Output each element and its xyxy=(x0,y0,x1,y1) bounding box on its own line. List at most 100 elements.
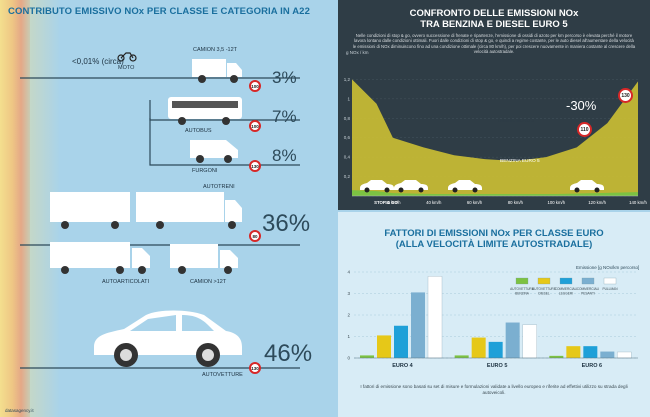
bar xyxy=(411,292,425,358)
car-icon xyxy=(394,180,428,193)
percent-value: 3% xyxy=(272,68,297,87)
category-label: EURO 5 xyxy=(487,363,507,369)
light-truck-icon xyxy=(192,59,242,83)
euro-class-panel: FATTORI DI EMISSIONI NOx PER CLASSE EURO… xyxy=(338,212,650,417)
x-tick-label: 120 km/h xyxy=(588,200,606,205)
x-tick-label: 40 km/h xyxy=(426,200,442,205)
category-label: EURO 6 xyxy=(582,363,602,369)
bus-icon xyxy=(168,97,242,125)
series-area xyxy=(352,190,638,196)
x-tick-label: 20 km/h xyxy=(385,200,401,205)
petrol-diesel-comparison-panel: CONFRONTO DELLE EMISSIONI NOx TRA BENZIN… xyxy=(338,0,650,210)
car-icon xyxy=(94,310,242,367)
heavy-truck-icon xyxy=(170,244,238,274)
bar xyxy=(566,346,581,358)
bar xyxy=(471,337,486,358)
credit-text: datasagency.it xyxy=(5,408,34,413)
percent-value: 7% xyxy=(272,107,297,126)
comparison-description: Nelle condizioni di stop & go, ovvero su… xyxy=(352,33,636,55)
x-tick-label: 80 km/h xyxy=(508,200,524,205)
y-axis-label: g NOx / km xyxy=(346,50,369,55)
panel-title: CONTRIBUTO EMISSIVO NOx PER CLASSE E CAT… xyxy=(8,6,310,17)
legend-swatch xyxy=(515,277,529,285)
legend-label: LEGGERI xyxy=(559,292,573,296)
reduction-label: -30% xyxy=(566,98,597,113)
van-icon xyxy=(190,140,238,163)
legend-label: BENZINA xyxy=(515,292,530,296)
x-tick-label: 140 km/h xyxy=(629,200,647,205)
car-wheel xyxy=(472,187,478,193)
legend-swatch xyxy=(559,277,573,285)
y-tick-label: 1 xyxy=(347,96,350,101)
bar xyxy=(600,351,615,358)
car-body xyxy=(570,180,604,190)
car-wheel xyxy=(594,187,600,193)
euro-title-line2: (ALLA VELOCITÀ LIMITE AUTOSTRADALE) xyxy=(395,239,593,250)
unit-label: Emissione [g NOx/km percorso] xyxy=(576,265,639,270)
y-tick-label: 0,8 xyxy=(344,116,351,121)
truck-trailer-icon xyxy=(50,192,242,229)
heavy-truck-label: CAMION >12t xyxy=(190,279,227,285)
x-tick-label: 60 km/h xyxy=(467,200,483,205)
articulated-truck-icon xyxy=(50,242,150,274)
legend-swatch xyxy=(581,277,595,285)
y-tick-label: 0,4 xyxy=(344,155,351,160)
van-label: FURGONI xyxy=(192,168,218,174)
bar xyxy=(394,325,408,358)
y-tick-label: 0 xyxy=(347,356,350,361)
motorcycle-icon xyxy=(117,52,137,62)
bar xyxy=(377,335,391,358)
bar xyxy=(454,355,469,358)
bar xyxy=(427,276,443,359)
percent-value: 46% xyxy=(264,340,313,367)
legend-label: COMMERCIALI xyxy=(555,287,578,291)
speed-limit-sign: 130 xyxy=(249,160,261,172)
legend-swatch xyxy=(603,277,617,285)
y-tick-label: 4 xyxy=(347,270,350,275)
light-truck-label: CAMION 3,5 -12t xyxy=(193,47,238,53)
bar xyxy=(549,355,564,358)
speed-limit-sign: 100 xyxy=(249,120,261,132)
car-icon xyxy=(448,180,482,193)
euro-title-line1: FATTORI DI EMISSIONI NOx PER CLASSE EURO xyxy=(384,228,604,239)
bus-label: AUTOBUS xyxy=(185,128,212,134)
speed-limit-sign: 80 xyxy=(249,230,261,242)
euro-bar-chart: 0 1 2 3 4 Emissione [g NOx/km percorso] AUTOVE… xyxy=(347,265,639,369)
car-body xyxy=(360,180,394,190)
comparison-title-line2: TRA BENZINA E DIESEL EURO 5 xyxy=(420,19,568,30)
moto-share: <0,01% (circa) xyxy=(72,57,124,66)
legend-label: AUTOVETTURE xyxy=(532,287,556,291)
comparison-title: CONFRONTO DELLE EMISSIONI NOx TRA BENZIN… xyxy=(338,8,650,30)
speed-limit-sign: 130 xyxy=(249,362,261,374)
nox-contribution-panel: CONTRIBUTO EMISSIVO NOx PER CLASSE E CAT… xyxy=(0,0,313,417)
car-wheel xyxy=(398,187,404,193)
legend-label: PULLMAN xyxy=(602,287,618,291)
x-tick-label: 100 km/h xyxy=(547,200,565,205)
percent-value: 8% xyxy=(272,146,297,165)
road-edge xyxy=(0,0,30,417)
legend-label: AUTOVETTURE xyxy=(510,287,534,291)
truck-trailer-label: AUTOTRENI xyxy=(203,184,235,190)
car-body xyxy=(448,180,482,190)
legend-swatch xyxy=(537,277,551,285)
x-tick-label: STOP & GO xyxy=(374,200,398,205)
car-wheel xyxy=(452,187,458,193)
euro-title: FATTORI DI EMISSIONI NOx PER CLASSE EURO… xyxy=(338,228,650,250)
bar xyxy=(583,346,598,358)
comparison-title-line1: CONFRONTO DELLE EMISSIONI NOx xyxy=(409,8,579,19)
y-tick-label: 0,2 xyxy=(344,174,351,179)
speed-limit-sign-low: 110 xyxy=(577,122,592,137)
speed-limit-sign-high: 130 xyxy=(618,88,633,103)
car-icon xyxy=(360,180,394,193)
car-wheel xyxy=(364,187,370,193)
bar xyxy=(505,322,520,358)
car-body xyxy=(394,180,428,190)
footnote: I fattori di emissione sono basati su se… xyxy=(360,384,628,395)
category-label: EURO 4 xyxy=(392,363,413,369)
car-wheel xyxy=(418,187,424,193)
bar xyxy=(488,341,503,358)
car-label: AUTOVETTURE xyxy=(202,372,243,378)
legend-label: COMMERCIALI xyxy=(577,287,600,291)
speed-limit-sign: 100 xyxy=(249,80,261,92)
legend-label: PESANTI xyxy=(581,292,595,296)
